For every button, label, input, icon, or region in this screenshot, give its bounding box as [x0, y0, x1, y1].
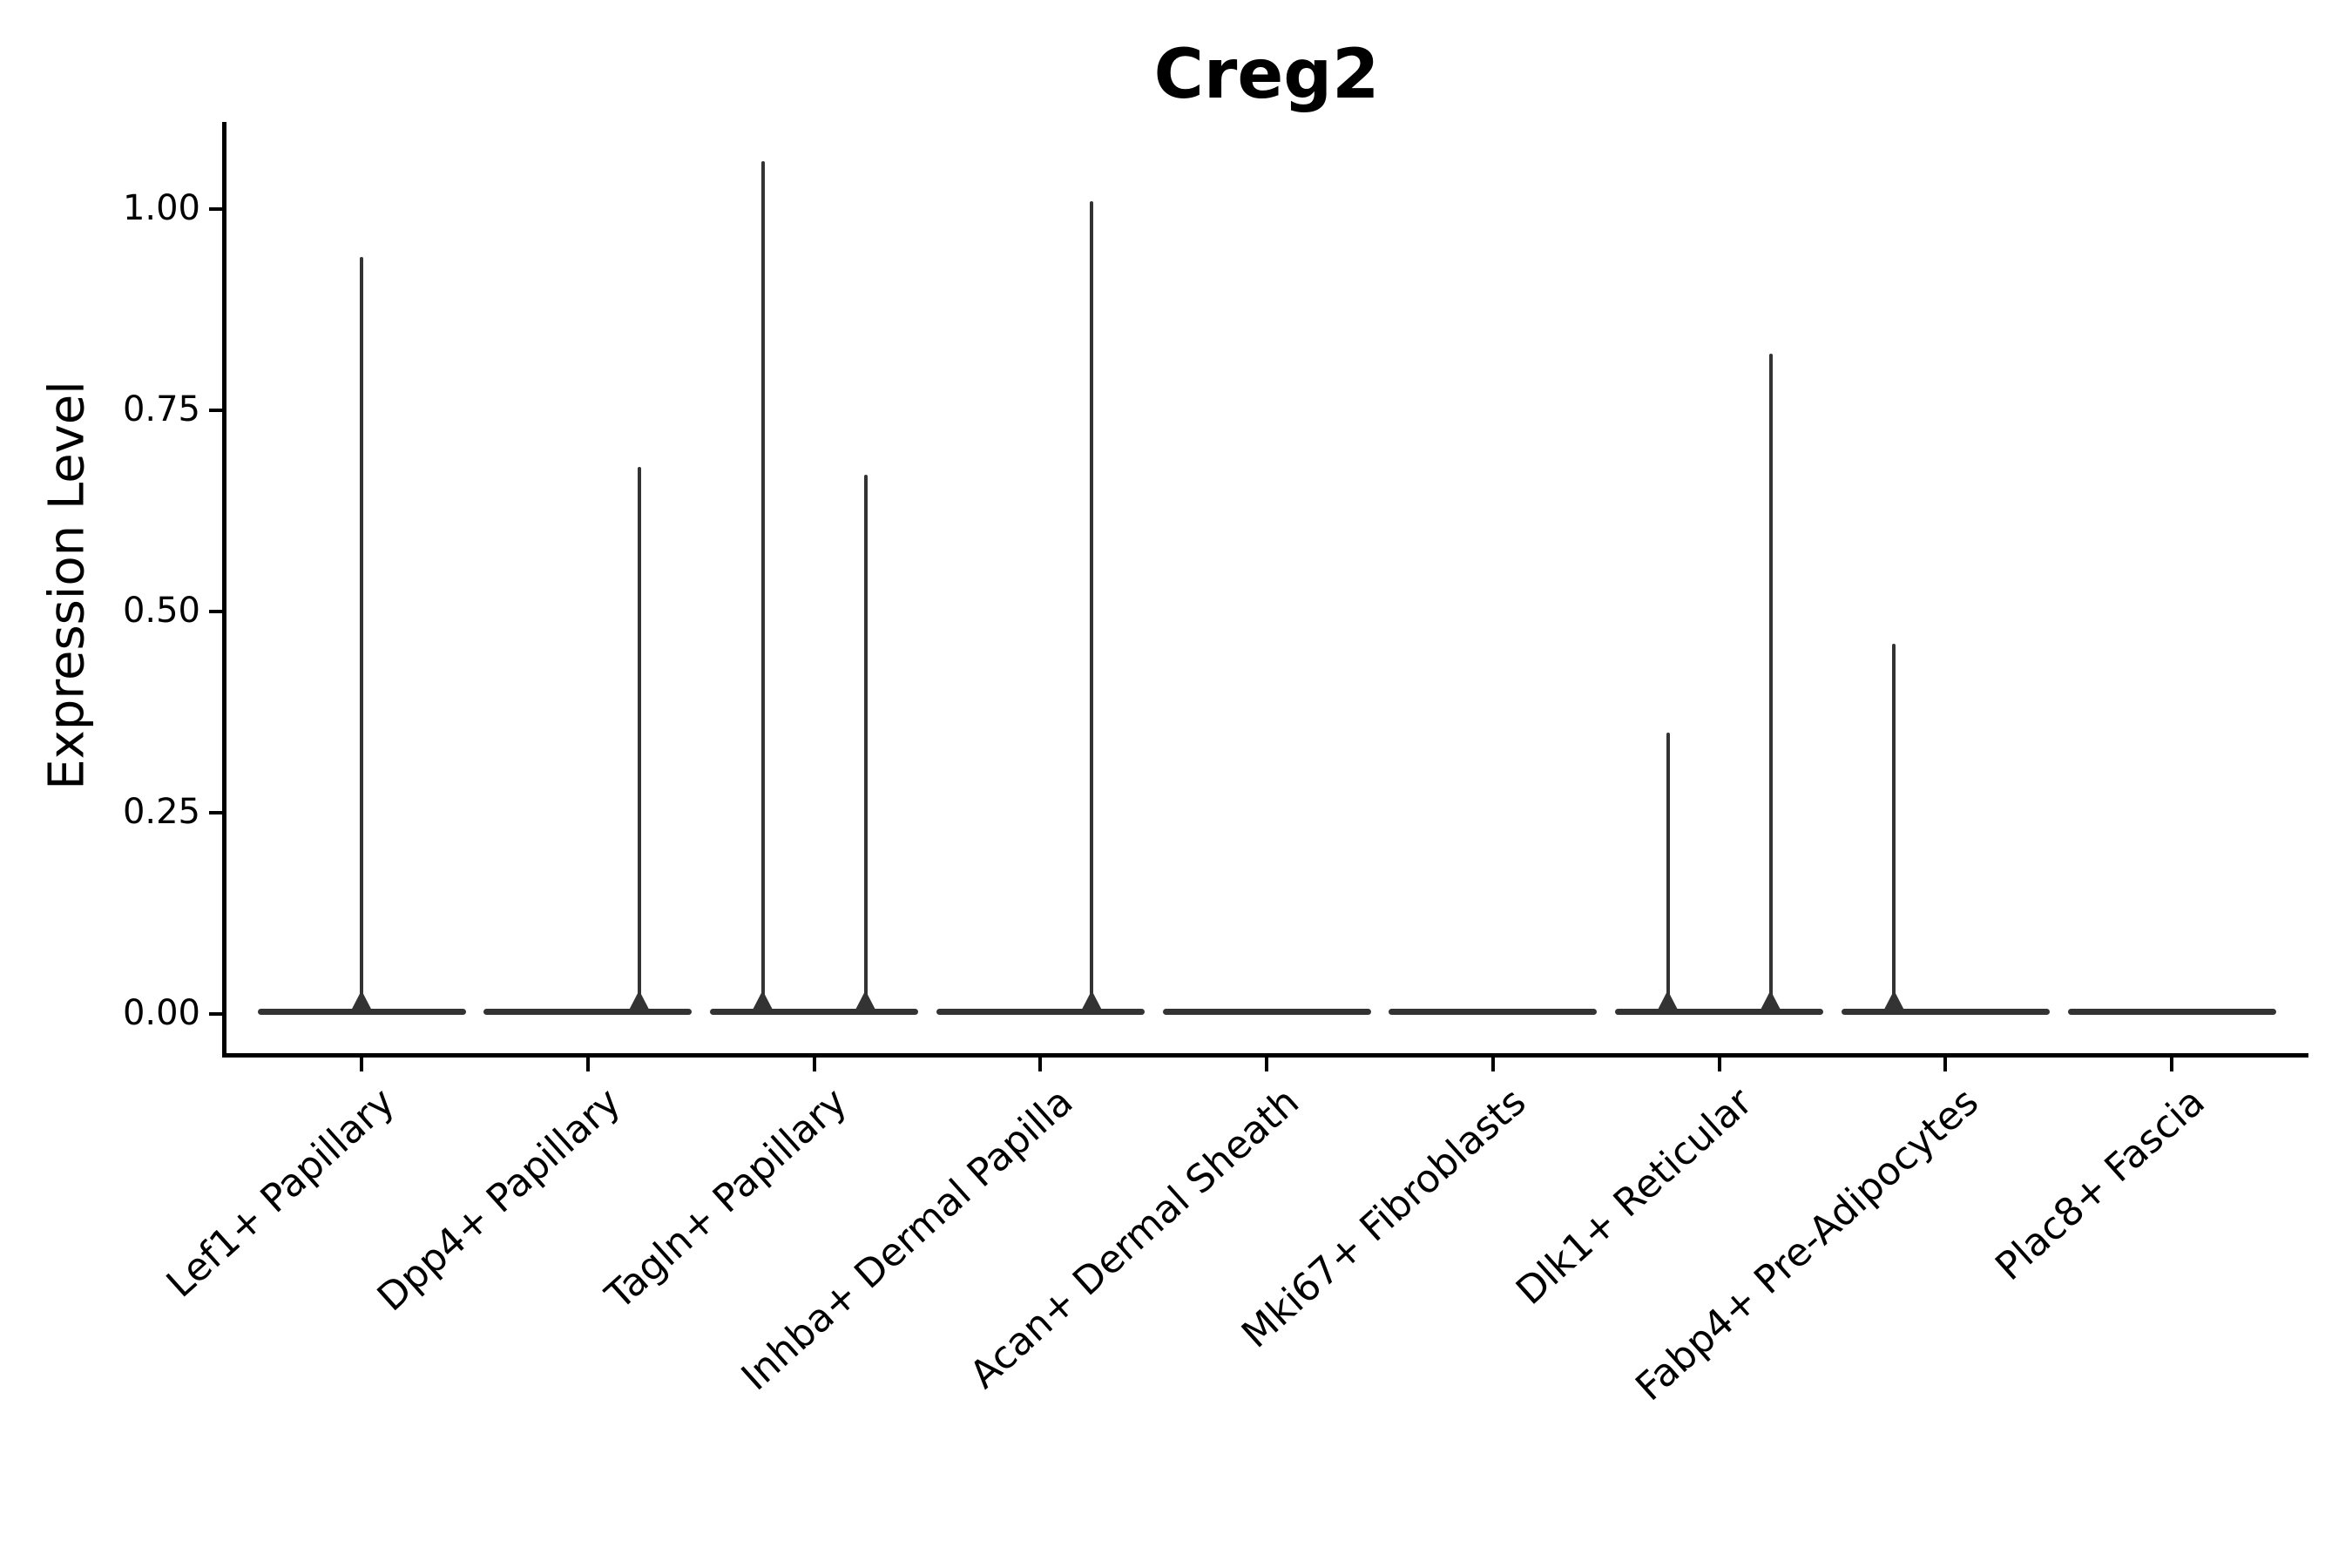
violin-spike	[1892, 643, 1896, 1011]
violin-spike-flare	[1882, 992, 1906, 1012]
plot-title: Creg2	[1153, 36, 1380, 114]
violin-baseline	[1389, 1009, 1598, 1015]
x-tick-label: Dpp4+ Papillary	[368, 1079, 630, 1321]
y-tick	[209, 409, 223, 412]
violin-spike-flare	[854, 992, 877, 1012]
violin-baseline	[936, 1009, 1145, 1015]
x-tick-label: Dlk1+ Reticular	[1507, 1079, 1761, 1314]
violin-baseline	[710, 1009, 918, 1015]
violin-baseline	[1162, 1009, 1371, 1015]
violin-spike-flare	[1759, 992, 1782, 1012]
y-tick-label: 1.00	[122, 188, 200, 229]
y-tick	[209, 610, 223, 613]
violin-spike-flare	[1080, 992, 1104, 1012]
violin-spike	[360, 257, 363, 1011]
violin-spike-flare	[1656, 992, 1680, 1012]
violin-spike	[1090, 200, 1094, 1011]
x-tick	[1265, 1058, 1268, 1071]
y-tick	[209, 207, 223, 211]
y-axis-label: Expression Level	[38, 381, 96, 790]
x-tick-label: Tagln+ Papillary	[597, 1079, 855, 1319]
y-tick-label: 0.50	[122, 591, 200, 632]
x-tick	[2170, 1058, 2173, 1071]
violin-spike-flare	[350, 992, 373, 1012]
violin-spike-flare	[627, 992, 651, 1012]
violin-spike	[1666, 732, 1670, 1011]
y-axis-spine	[222, 122, 226, 1058]
x-tick	[1943, 1058, 1948, 1071]
x-tick-label: Plac8+ Fascia	[1986, 1079, 2213, 1290]
violin-baseline	[1615, 1009, 1823, 1015]
violin-baseline	[2067, 1009, 2276, 1015]
violin-baseline	[1841, 1009, 2050, 1015]
y-tick-label: 0.00	[122, 993, 200, 1034]
violin-spike-flare	[751, 992, 774, 1012]
violin-spike	[863, 474, 868, 1011]
violin-spike	[760, 160, 765, 1011]
x-tick	[360, 1058, 363, 1071]
y-tick	[209, 811, 223, 814]
x-tick	[1038, 1058, 1043, 1071]
y-tick-label: 0.25	[122, 792, 200, 833]
x-tick	[1490, 1058, 1495, 1071]
x-tick	[812, 1058, 816, 1071]
violin-spike	[1768, 354, 1773, 1011]
x-tick	[1717, 1058, 1721, 1071]
violin-spike	[637, 466, 641, 1011]
x-tick	[585, 1058, 590, 1071]
x-axis-spine	[222, 1053, 2308, 1058]
y-tick-label: 0.75	[122, 389, 200, 430]
violin-baseline	[483, 1009, 693, 1015]
y-tick	[209, 1012, 223, 1016]
x-tick-label: Lef1+ Papillary	[158, 1079, 403, 1307]
